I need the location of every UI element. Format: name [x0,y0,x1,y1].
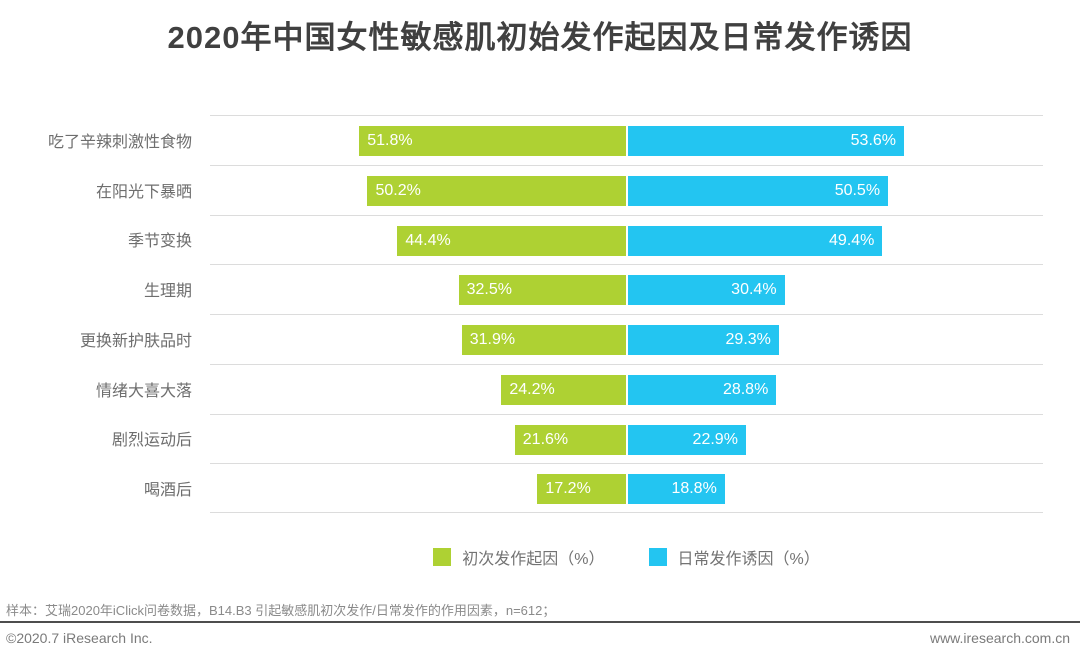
bar-initial-cause: 51.8% [359,126,626,156]
row-plot-area: 44.4% 49.4% [210,214,1043,265]
chart-row: 在阳光下暴晒 50.2% 50.5% [0,164,1080,215]
bar-daily-trigger: 50.5% [628,175,889,206]
sample-note: 样本：艾瑞2020年iClick问卷数据，B14.B3 引起敏感肌初次发作/日常… [6,603,556,618]
bar-daily-trigger: 29.3% [628,325,779,355]
legend-item-initial-cause: 初次发作起因（%） [433,545,605,569]
bar-value-label: 17.2% [545,480,591,498]
chart-row: 剧烈运动后 21.6% 22.9% [0,413,1080,464]
row-plot-area: 32.5% 30.4% [210,264,1043,314]
category-label: 剧烈运动后 [111,432,192,450]
footer-divider [0,621,1080,623]
bar-daily-trigger: 22.9% [628,424,746,455]
chart-rows: 吃了辛辣刺激性食物 51.8% 53.6% 在阳光下暴晒 50.2% 50.5% 季节变换 4… [0,115,1080,513]
bar-initial-cause: 17.2% [537,474,626,505]
bar-value-label: 18.8% [671,480,717,498]
row-plot-area: 31.9% 29.3% [210,314,1043,364]
diverging-bar-chart: 吃了辛辣刺激性食物 51.8% 53.6% 在阳光下暴晒 50.2% 50.5% 季节变换 4… [0,115,1080,513]
category-label: 更换新护肤品时 [79,332,192,350]
bar-daily-trigger: 28.8% [628,374,777,405]
bar-initial-cause: 50.2% [367,175,626,206]
category-label: 在阳光下暴晒 [95,183,192,201]
bar-initial-cause: 21.6% [514,424,626,455]
bar-value-label: 44.4% [405,231,451,249]
bar-daily-trigger: 18.8% [628,474,725,505]
row-plot-area: 17.2% 18.8% [210,463,1043,513]
category-label: 情绪大喜大落 [95,382,192,400]
website-link[interactable]: www.iresearch.com.cn [929,630,1070,646]
bar-value-label: 24.2% [509,380,555,398]
chart-legend: 初次发作起因（%） 日常发作诱因（%） [210,545,1043,569]
copyright-text: ©2020.7 iResearch Inc. [6,630,153,646]
chart-row: 喝酒后 17.2% 18.8% [0,463,1080,513]
row-plot-area: 51.8% 53.6% [210,115,1043,165]
row-plot-area: 50.2% 50.5% [210,164,1043,215]
chart-row: 季节变换 44.4% 49.4% [0,214,1080,265]
category-label: 喝酒后 [143,482,192,500]
bar-value-label: 32.5% [466,281,512,299]
row-plot-area: 21.6% 22.9% [210,413,1043,464]
bar-daily-trigger: 53.6% [628,126,905,156]
legend-label: 日常发作诱因（%） [677,551,820,568]
footer-bar: ©2020.7 iResearch Inc. www.iresearch.com… [6,630,1070,646]
category-label: 吃了辛辣刺激性食物 [47,133,192,151]
bar-value-label: 50.5% [834,181,881,199]
category-label: 季节变换 [127,233,192,251]
chart-row: 更换新护肤品时 31.9% 29.3% [0,314,1080,364]
chart-row: 情绪大喜大落 24.2% 28.8% [0,363,1080,414]
bar-value-label: 22.9% [692,430,738,448]
bar-value-label: 49.4% [829,231,875,249]
bar-value-label: 53.6% [850,132,897,149]
legend-swatch-blue-icon [648,548,667,566]
bar-daily-trigger: 30.4% [628,275,785,306]
bar-initial-cause: 24.2% [501,374,626,405]
chart-row: 生理期 32.5% 30.4% [0,264,1080,314]
bar-value-label: 51.8% [367,132,413,149]
bar-value-label: 31.9% [469,331,516,348]
chart-row: 吃了辛辣刺激性食物 51.8% 53.6% [0,115,1080,165]
bar-initial-cause: 31.9% [461,325,626,355]
chart-title: 2020年中国女性敏感肌初始发作起因及日常发作诱因 [167,20,913,55]
bar-initial-cause: 32.5% [458,275,626,306]
bar-value-label: 50.2% [375,181,421,199]
row-plot-area: 24.2% 28.8% [210,363,1043,414]
bar-value-label: 29.3% [725,331,771,348]
legend-swatch-green-icon [433,548,452,566]
legend-item-daily-trigger: 日常发作诱因（%） [648,545,820,569]
bar-value-label: 21.6% [522,430,569,448]
bar-initial-cause: 44.4% [397,225,626,256]
bar-value-label: 28.8% [722,380,769,398]
category-label: 生理期 [143,283,192,301]
legend-label: 初次发作起因（%） [462,551,605,568]
bar-daily-trigger: 49.4% [628,225,883,256]
bar-value-label: 30.4% [731,281,777,299]
